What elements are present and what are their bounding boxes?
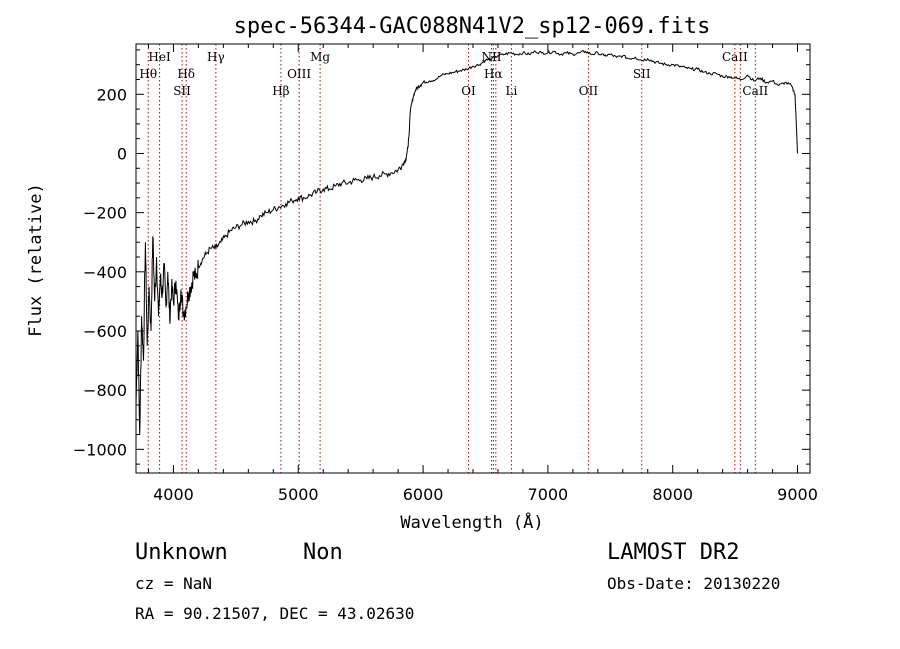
spectral-line-label: CaII (722, 50, 748, 64)
spectral-line-label: Hδ (177, 67, 195, 81)
x-tick-label: 6000 (403, 485, 444, 504)
spectral-line-label: Hγ (207, 50, 225, 64)
chart-title: spec-56344-GAC088N41V2_sp12-069.fits (234, 14, 711, 39)
spectral-line-label: NII (481, 50, 501, 64)
spectral-line-label: CaII (742, 84, 768, 98)
spectral-line-label: Mg (310, 50, 330, 64)
y-tick-label: 200 (96, 85, 127, 104)
spectral-line-label: OIII (287, 67, 311, 81)
spectrum-series-line (135, 50, 798, 435)
spectral-line-label: SII (173, 84, 191, 98)
y-tick-label: −1000 (73, 440, 127, 459)
y-axis-label: Flux (relative) (26, 183, 46, 337)
x-axis-label: Wavelength (Å) (400, 511, 543, 533)
spectral-line-label: SII (633, 67, 651, 81)
x-tick-label: 9000 (777, 485, 818, 504)
spectral-line-label: OII (579, 84, 599, 98)
spectral-line-label: OI (461, 84, 476, 98)
subclass-text: Non (303, 540, 343, 565)
survey-text: LAMOST DR2 (607, 540, 739, 565)
spectral-line-label: Hθ (139, 67, 157, 81)
y-tick-label: −400 (83, 263, 127, 282)
x-tick-label: 7000 (528, 485, 569, 504)
redshift-text: cz = NaN (135, 574, 212, 593)
y-tick-label: −800 (83, 381, 127, 400)
x-tick-label: 5000 (278, 485, 319, 504)
axis-ticks-layer: 4000 5000 6000 7000 8000 9000 200 0 −200 −400 −600… (73, 44, 818, 504)
spectral-line-label: HeI (148, 50, 171, 64)
spectral-line-label: Hβ (272, 84, 289, 98)
y-tick-label: 0 (117, 144, 127, 163)
spectral-line-label: Hα (484, 67, 503, 81)
coordinates-text: RA = 90.21507, DEC = 43.02630 (135, 604, 414, 623)
x-tick-label: 4000 (153, 485, 194, 504)
object-class-text: Unknown (135, 540, 228, 565)
y-tick-label: −200 (83, 204, 127, 223)
obs-date-text: Obs-Date: 20130220 (607, 574, 780, 593)
spectral-line-label: Li (506, 84, 518, 98)
x-tick-label: 8000 (652, 485, 693, 504)
y-tick-label: −600 (83, 322, 127, 341)
plot-frame (135, 43, 811, 474)
